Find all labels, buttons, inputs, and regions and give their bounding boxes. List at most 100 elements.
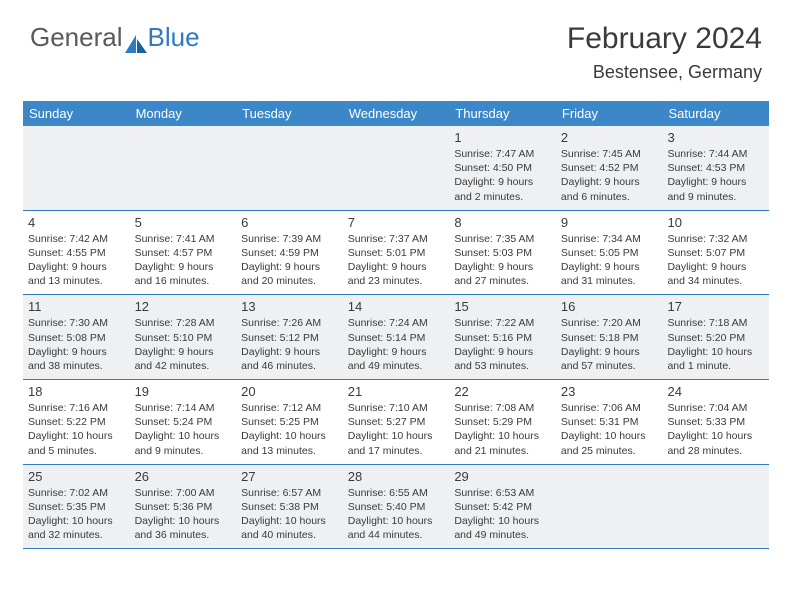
day-info: Sunrise: 7:00 AMSunset: 5:36 PMDaylight:… [135, 486, 232, 543]
weekday-header: Friday [556, 101, 663, 126]
day-number: 9 [561, 215, 658, 230]
calendar-cell: 5 Sunrise: 7:41 AMSunset: 4:57 PMDaylight… [130, 211, 237, 295]
calendar-cell: 17 Sunrise: 7:18 AMSunset: 5:20 PMDayligh… [662, 295, 769, 379]
calendar-cell: 12 Sunrise: 7:28 AMSunset: 5:10 PMDayligh… [130, 295, 237, 379]
calendar-cell [23, 126, 130, 210]
day-number: 25 [28, 469, 125, 484]
day-info: Sunrise: 7:08 AMSunset: 5:29 PMDaylight:… [454, 401, 551, 458]
calendar-cell: 3 Sunrise: 7:44 AMSunset: 4:53 PMDaylight… [662, 126, 769, 210]
day-info: Sunrise: 7:42 AMSunset: 4:55 PMDaylight:… [28, 232, 125, 289]
day-info: Sunrise: 7:20 AMSunset: 5:18 PMDaylight:… [561, 316, 658, 373]
calendar-week: 4 Sunrise: 7:42 AMSunset: 4:55 PMDaylight… [23, 211, 769, 296]
day-number: 8 [454, 215, 551, 230]
title-block: February 2024 Bestensee, Germany [567, 22, 762, 83]
logo-text-2: Blue [148, 22, 200, 53]
day-number: 27 [241, 469, 338, 484]
calendar-cell: 25 Sunrise: 7:02 AMSunset: 5:35 PMDayligh… [23, 465, 130, 549]
day-number: 1 [454, 130, 551, 145]
calendar-cell: 18Sunrise: 7:16 AMSunset: 5:22 PMDayligh… [23, 380, 130, 464]
day-info: Sunrise: 6:53 AMSunset: 5:42 PMDaylight:… [454, 486, 551, 543]
day-info: Sunrise: 7:26 AMSunset: 5:12 PMDaylight:… [241, 316, 338, 373]
day-info: Sunrise: 7:04 AMSunset: 5:33 PMDaylight:… [667, 401, 764, 458]
day-number: 3 [667, 130, 764, 145]
day-info: Sunrise: 7:41 AMSunset: 4:57 PMDaylight:… [135, 232, 232, 289]
day-number: 12 [135, 299, 232, 314]
calendar-cell [662, 465, 769, 549]
day-info: Sunrise: 7:47 AMSunset: 4:50 PMDaylight:… [454, 147, 551, 204]
day-info: Sunrise: 7:45 AMSunset: 4:52 PMDaylight:… [561, 147, 658, 204]
day-number: 29 [454, 469, 551, 484]
logo-sail-icon [125, 29, 147, 47]
calendar-cell: 15 Sunrise: 7:22 AMSunset: 5:16 PMDayligh… [449, 295, 556, 379]
day-info: Sunrise: 7:02 AMSunset: 5:35 PMDaylight:… [28, 486, 125, 543]
day-number: 7 [348, 215, 445, 230]
calendar-cell [130, 126, 237, 210]
day-info: Sunrise: 7:35 AMSunset: 5:03 PMDaylight:… [454, 232, 551, 289]
calendar-cell: 14Sunrise: 7:24 AMSunset: 5:14 PMDayligh… [343, 295, 450, 379]
calendar-week: 11 Sunrise: 7:30 AMSunset: 5:08 PMDayligh… [23, 295, 769, 380]
logo: General Blue [30, 22, 200, 53]
weekday-header: Saturday [662, 101, 769, 126]
day-number: 11 [28, 299, 125, 314]
day-info: Sunrise: 7:06 AMSunset: 5:31 PMDaylight:… [561, 401, 658, 458]
calendar-cell: 22Sunrise: 7:08 AMSunset: 5:29 PMDayligh… [449, 380, 556, 464]
day-number: 28 [348, 469, 445, 484]
calendar-cell: 8 Sunrise: 7:35 AMSunset: 5:03 PMDaylight… [449, 211, 556, 295]
day-info: Sunrise: 6:57 AMSunset: 5:38 PMDaylight:… [241, 486, 338, 543]
day-number: 17 [667, 299, 764, 314]
day-number: 20 [241, 384, 338, 399]
day-number: 6 [241, 215, 338, 230]
weekday-header-row: SundayMondayTuesdayWednesdayThursdayFrid… [23, 101, 769, 126]
calendar-cell: 21 Sunrise: 7:10 AMSunset: 5:27 PMDayligh… [343, 380, 450, 464]
day-info: Sunrise: 7:22 AMSunset: 5:16 PMDaylight:… [454, 316, 551, 373]
calendar-cell: 11 Sunrise: 7:30 AMSunset: 5:08 PMDayligh… [23, 295, 130, 379]
day-number: 2 [561, 130, 658, 145]
day-number: 19 [135, 384, 232, 399]
day-number: 21 [348, 384, 445, 399]
day-info: Sunrise: 7:34 AMSunset: 5:05 PMDaylight:… [561, 232, 658, 289]
calendar-cell: 4 Sunrise: 7:42 AMSunset: 4:55 PMDaylight… [23, 211, 130, 295]
calendar-cell: 28 Sunrise: 6:55 AMSunset: 5:40 PMDayligh… [343, 465, 450, 549]
calendar-cell: 1 Sunrise: 7:47 AMSunset: 4:50 PMDaylight… [449, 126, 556, 210]
calendar-cell: 9 Sunrise: 7:34 AMSunset: 5:05 PMDaylight… [556, 211, 663, 295]
day-info: Sunrise: 7:14 AMSunset: 5:24 PMDaylight:… [135, 401, 232, 458]
day-info: Sunrise: 7:37 AMSunset: 5:01 PMDaylight:… [348, 232, 445, 289]
day-info: Sunrise: 7:18 AMSunset: 5:20 PMDaylight:… [667, 316, 764, 373]
day-number: 23 [561, 384, 658, 399]
calendar-cell: 19 Sunrise: 7:14 AMSunset: 5:24 PMDayligh… [130, 380, 237, 464]
day-number: 13 [241, 299, 338, 314]
day-info: Sunrise: 7:30 AMSunset: 5:08 PMDaylight:… [28, 316, 125, 373]
calendar-week: 18Sunrise: 7:16 AMSunset: 5:22 PMDayligh… [23, 380, 769, 465]
day-number: 15 [454, 299, 551, 314]
month-title: February 2024 [567, 22, 762, 56]
day-number: 4 [28, 215, 125, 230]
calendar-cell: 7 Sunrise: 7:37 AMSunset: 5:01 PMDaylight… [343, 211, 450, 295]
calendar-cell: 13 Sunrise: 7:26 AMSunset: 5:12 PMDayligh… [236, 295, 343, 379]
weekday-header: Monday [130, 101, 237, 126]
location-label: Bestensee, Germany [567, 62, 762, 83]
day-info: Sunrise: 7:39 AMSunset: 4:59 PMDaylight:… [241, 232, 338, 289]
calendar-cell: 27 Sunrise: 6:57 AMSunset: 5:38 PMDayligh… [236, 465, 343, 549]
day-info: Sunrise: 7:10 AMSunset: 5:27 PMDaylight:… [348, 401, 445, 458]
day-number: 10 [667, 215, 764, 230]
day-info: Sunrise: 6:55 AMSunset: 5:40 PMDaylight:… [348, 486, 445, 543]
calendar-cell: 6 Sunrise: 7:39 AMSunset: 4:59 PMDaylight… [236, 211, 343, 295]
day-info: Sunrise: 7:44 AMSunset: 4:53 PMDaylight:… [667, 147, 764, 204]
calendar-week: 1 Sunrise: 7:47 AMSunset: 4:50 PMDaylight… [23, 126, 769, 211]
weekday-header: Wednesday [343, 101, 450, 126]
calendar-cell [236, 126, 343, 210]
calendar-cell: 29 Sunrise: 6:53 AMSunset: 5:42 PMDayligh… [449, 465, 556, 549]
day-info: Sunrise: 7:24 AMSunset: 5:14 PMDaylight:… [348, 316, 445, 373]
calendar-cell: 26 Sunrise: 7:00 AMSunset: 5:36 PMDayligh… [130, 465, 237, 549]
calendar-week: 25 Sunrise: 7:02 AMSunset: 5:35 PMDayligh… [23, 465, 769, 550]
calendar-cell: 23 Sunrise: 7:06 AMSunset: 5:31 PMDayligh… [556, 380, 663, 464]
weekday-header: Sunday [23, 101, 130, 126]
day-info: Sunrise: 7:28 AMSunset: 5:10 PMDaylight:… [135, 316, 232, 373]
day-info: Sunrise: 7:12 AMSunset: 5:25 PMDaylight:… [241, 401, 338, 458]
day-number: 26 [135, 469, 232, 484]
calendar-cell: 10Sunrise: 7:32 AMSunset: 5:07 PMDayligh… [662, 211, 769, 295]
logo-text-1: General [30, 22, 123, 53]
day-number: 24 [667, 384, 764, 399]
day-number: 16 [561, 299, 658, 314]
day-number: 5 [135, 215, 232, 230]
